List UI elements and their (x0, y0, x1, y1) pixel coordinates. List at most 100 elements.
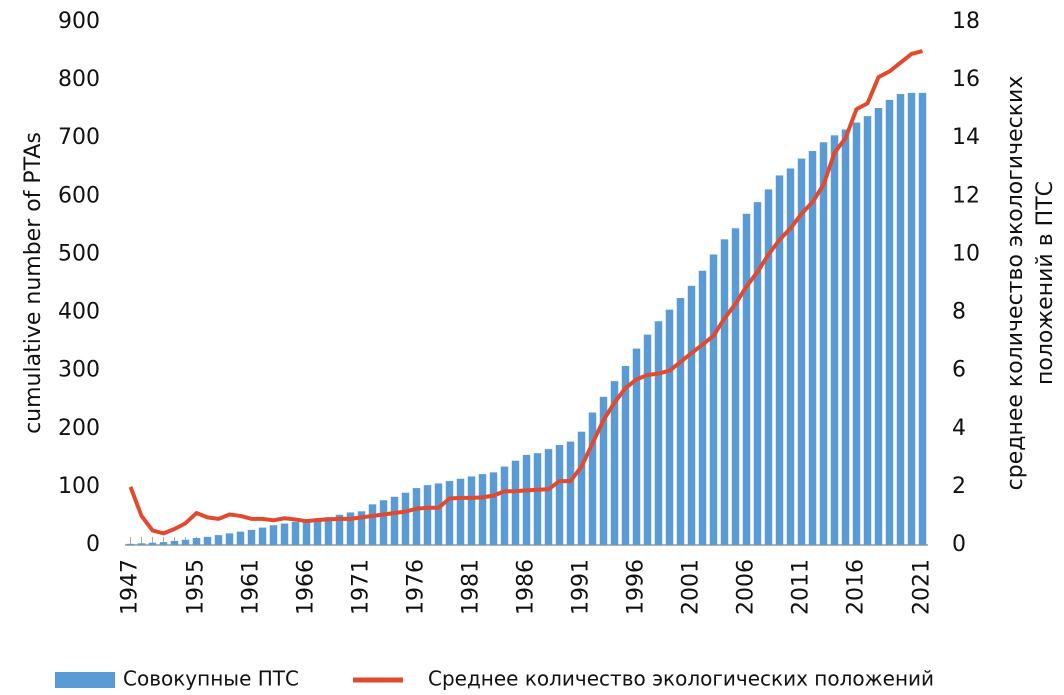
bar (456, 478, 465, 545)
bar (852, 122, 861, 545)
x-tick-label: 1966 (294, 559, 319, 615)
x-tick-label: 1971 (349, 559, 374, 615)
legend-label: Среднее количество экологических положен… (428, 667, 934, 691)
bar (863, 116, 872, 545)
y-tick-label: 100 (58, 474, 100, 499)
bar (731, 228, 740, 546)
bar (159, 542, 168, 545)
bar (434, 483, 443, 545)
bar (907, 92, 916, 545)
y2-tick-label: 8 (952, 300, 966, 325)
bar (654, 321, 663, 545)
y-axis-title: cumulative number of PTAs (21, 132, 46, 434)
bar (665, 309, 674, 545)
y2-axis-title: среднее количество экологических (1003, 76, 1028, 491)
x-tick-label: 2011 (789, 559, 814, 615)
bar (412, 488, 421, 545)
y-tick-label: 700 (58, 125, 100, 150)
bar (786, 168, 795, 545)
x-tick-label: 1961 (239, 559, 264, 615)
bar (192, 538, 201, 545)
bar (698, 270, 707, 545)
y-tick-label: 800 (58, 67, 100, 92)
x-tick-label: 1955 (184, 559, 209, 615)
y2-tick-label: 4 (952, 416, 966, 441)
bar (203, 536, 212, 545)
x-tick-label: 1947 (118, 559, 143, 615)
y2-tick-label: 18 (952, 9, 980, 34)
bar (764, 189, 773, 546)
bar (478, 474, 487, 545)
bar (423, 485, 432, 545)
bar (566, 441, 575, 545)
bar (709, 254, 718, 545)
bar (489, 472, 498, 545)
bar (313, 518, 322, 545)
bar (632, 348, 641, 545)
bar (346, 512, 355, 545)
y-tick-label: 0 (86, 532, 100, 557)
bar (181, 539, 190, 545)
y2-tick-label: 14 (952, 125, 980, 150)
bar (335, 514, 344, 545)
bar (676, 298, 685, 545)
bar (808, 151, 817, 546)
bar (401, 492, 410, 545)
x-tick-label: 1981 (459, 559, 484, 615)
bar (687, 285, 696, 545)
x-tick-label: 2016 (844, 559, 869, 615)
bar (720, 239, 729, 545)
bar (610, 381, 619, 545)
bar (819, 142, 828, 546)
y2-tick-label: 12 (952, 183, 980, 208)
bar (324, 517, 333, 545)
bar (555, 445, 564, 545)
x-tick-label: 1976 (404, 559, 429, 615)
bar (126, 543, 135, 545)
x-tick-label: 1996 (624, 559, 649, 615)
bar (390, 496, 399, 545)
y-tick-label: 300 (58, 358, 100, 383)
bar (643, 334, 652, 545)
bar (467, 476, 476, 545)
bar (621, 366, 630, 545)
y-tick-label: 500 (58, 241, 100, 266)
bar (500, 466, 509, 545)
bar (577, 431, 586, 545)
bar (280, 523, 289, 545)
x-tick-label: 1986 (514, 559, 539, 615)
bar (214, 535, 223, 545)
bar (225, 533, 234, 545)
bar (258, 527, 267, 545)
legend-swatch (55, 672, 115, 688)
bar (896, 94, 905, 546)
bar (797, 158, 806, 546)
y2-tick-label: 16 (952, 67, 980, 92)
bar (291, 521, 300, 545)
x-tick-label: 1991 (569, 559, 594, 615)
bar (588, 412, 597, 545)
x-tick-label: 2006 (734, 559, 759, 615)
y2-tick-label: 6 (952, 358, 966, 383)
bar (269, 525, 278, 545)
x-tick-label: 2001 (679, 559, 704, 615)
bar (742, 213, 751, 545)
bar (841, 129, 850, 545)
bar (302, 520, 311, 545)
y2-axis-title: положений в ПТС (1033, 181, 1058, 385)
bar (511, 460, 520, 545)
y-tick-label: 900 (58, 9, 100, 34)
x-tick-label: 2021 (910, 559, 935, 615)
bar (357, 511, 366, 545)
y2-tick-label: 0 (952, 532, 966, 557)
y-tick-label: 600 (58, 183, 100, 208)
bar (170, 540, 179, 545)
bar (522, 454, 531, 545)
bar (830, 135, 839, 546)
bar (885, 99, 894, 545)
line (128, 49, 924, 536)
bar (918, 92, 927, 545)
bar (533, 453, 542, 545)
bar (544, 449, 553, 545)
